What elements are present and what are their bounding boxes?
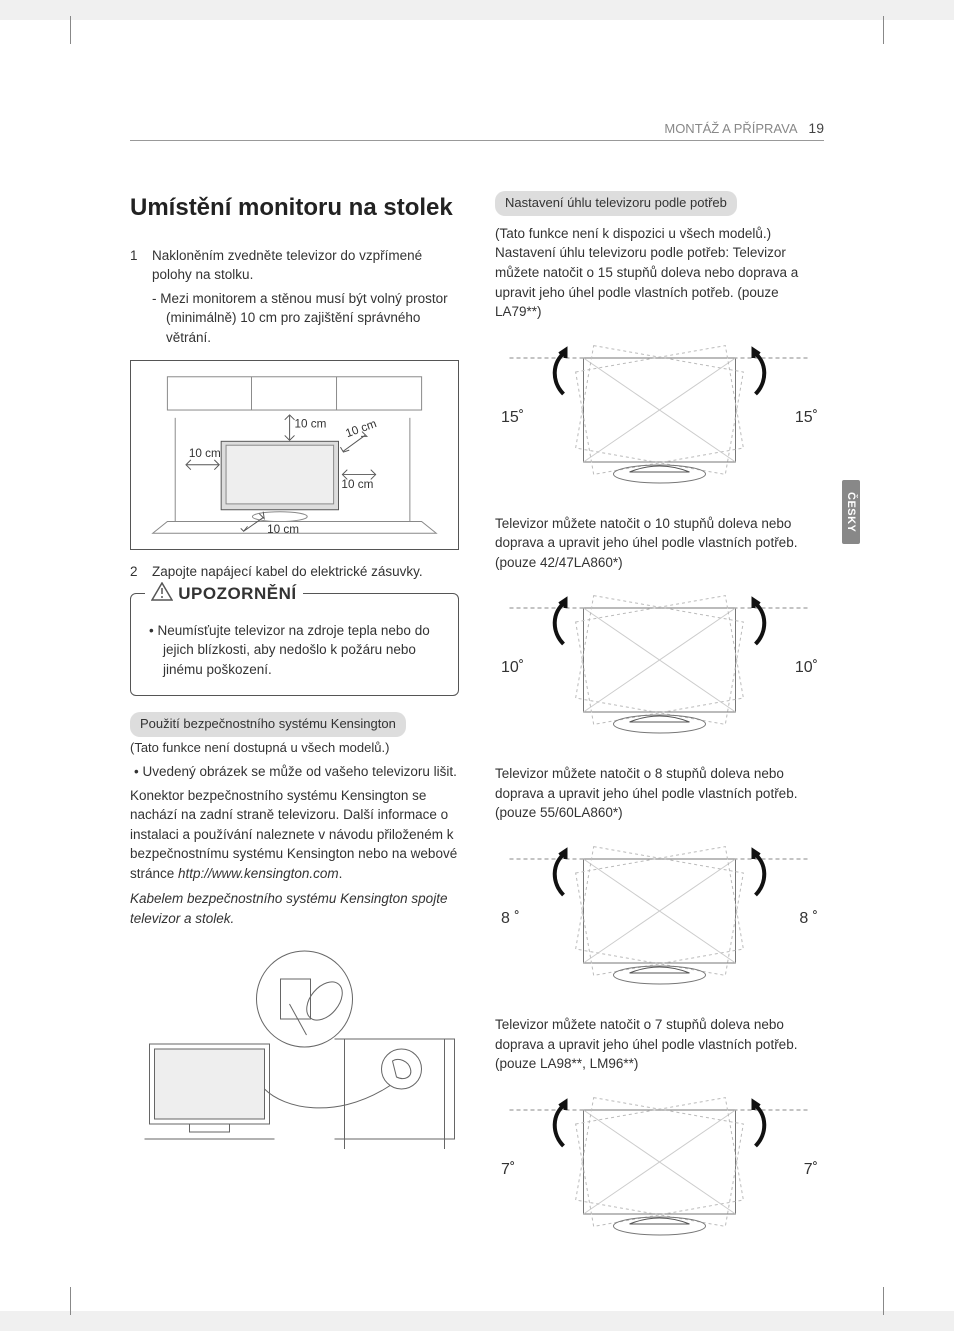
clearance-figure: 10 cm 10 cm 10 cm 10 cm 10 cm (130, 360, 459, 550)
kensington-note: (Tato funkce není dostupná u všech model… (130, 739, 459, 758)
swivel-intro: (Tato funkce není k dispozici u všech mo… (495, 224, 824, 322)
kensington-figure (130, 939, 459, 1149)
kensington-url: http://www.kensington.com (178, 866, 339, 881)
warning-box: UPOZORNĚNÍ Neumísťujte televizor na zdro… (130, 593, 459, 696)
page-number: 19 (808, 120, 824, 136)
crop-mark (70, 1287, 71, 1315)
label-rl: 10 cm (341, 478, 373, 491)
header-section: MONTÁŽ A PŘÍPRAVA (664, 121, 796, 136)
angle-left: 7˚ (501, 1158, 515, 1181)
warning-text: Neumísťujte televizor na zdroje tepla ne… (163, 621, 444, 680)
warning-title-text: UPOZORNĚNÍ (178, 584, 296, 603)
swivel-diagram: 8 ˚ 8 ˚ (495, 833, 824, 1001)
angle-right: 15˚ (795, 406, 818, 429)
swivel-text: Televizor můžete natočit o 7 stupňů dole… (495, 1015, 824, 1074)
angle-right: 8 ˚ (799, 907, 818, 930)
swivel-text: Televizor můžete natočit o 8 stupňů dole… (495, 764, 824, 823)
label-bot: 10 cm (267, 523, 299, 536)
crop-mark (883, 16, 884, 44)
swivel-diagram: 15˚ 15˚ (495, 332, 824, 500)
swivel-text: Televizor můžete natočit o 10 stupňů dol… (495, 514, 824, 573)
swivel-title: Nastavení úhlu televizoru podle potřeb (495, 191, 737, 216)
kensington-title: Použití bezpečnostního systému Kensingto… (130, 712, 406, 737)
section-title: Umístění monitoru na stolek (130, 191, 459, 226)
manual-page: MONTÁŽ A PŘÍPRAVA 19 ČESKY Umístění moni… (0, 20, 954, 1311)
label-left: 10 cm (189, 447, 221, 460)
right-column: Nastavení úhlu televizoru podle potřeb (… (495, 191, 824, 1266)
page-header: MONTÁŽ A PŘÍPRAVA 19 (130, 120, 824, 141)
kensington-bullet: Uvedený obrázek se může od vašeho televi… (148, 762, 459, 782)
swivel-diagram: 7˚ 7˚ (495, 1084, 824, 1252)
angle-left: 10˚ (501, 656, 524, 679)
crop-mark (883, 1287, 884, 1315)
step-text: Nakloněním zvedněte televizor do vzpříme… (152, 248, 422, 283)
crop-mark (70, 16, 71, 44)
angle-left: 15˚ (501, 406, 524, 429)
warning-icon (151, 582, 173, 602)
swivel-diagram: 10˚ 10˚ (495, 582, 824, 750)
step-number: 2 (130, 562, 152, 582)
angle-left: 8 ˚ (501, 907, 520, 930)
label-top: 10 cm (295, 417, 327, 430)
step-subtext: Mezi monitorem a stěnou musí být volný p… (166, 289, 459, 348)
kensington-connect: Kabelem bezpečnostního systému Kensingto… (130, 891, 447, 926)
step-text: Zapojte napájecí kabel do elektrické zás… (152, 562, 459, 582)
kensington-paragraph: Konektor bezpečnostního systému Kensingt… (130, 786, 459, 884)
angle-right: 7˚ (804, 1158, 818, 1181)
left-column: Umístění monitoru na stolek 1 Nakloněním… (130, 191, 459, 1266)
angle-right: 10˚ (795, 656, 818, 679)
step-number: 1 (130, 246, 152, 348)
language-tab: ČESKY (842, 480, 860, 544)
